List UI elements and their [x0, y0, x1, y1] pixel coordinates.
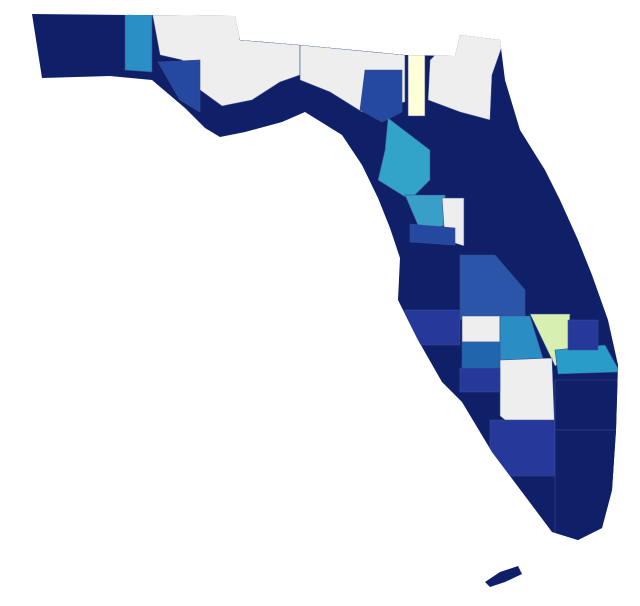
county — [157, 59, 201, 113]
county — [554, 379, 618, 431]
county — [459, 367, 501, 393]
county — [459, 254, 526, 321]
county — [461, 341, 501, 371]
county — [404, 309, 461, 346]
county — [407, 53, 426, 117]
county — [409, 223, 456, 246]
county — [124, 14, 153, 73]
county — [554, 429, 618, 540]
county — [489, 419, 556, 477]
county — [359, 69, 403, 123]
county — [461, 315, 501, 343]
county — [567, 319, 599, 351]
keys — [485, 566, 522, 587]
